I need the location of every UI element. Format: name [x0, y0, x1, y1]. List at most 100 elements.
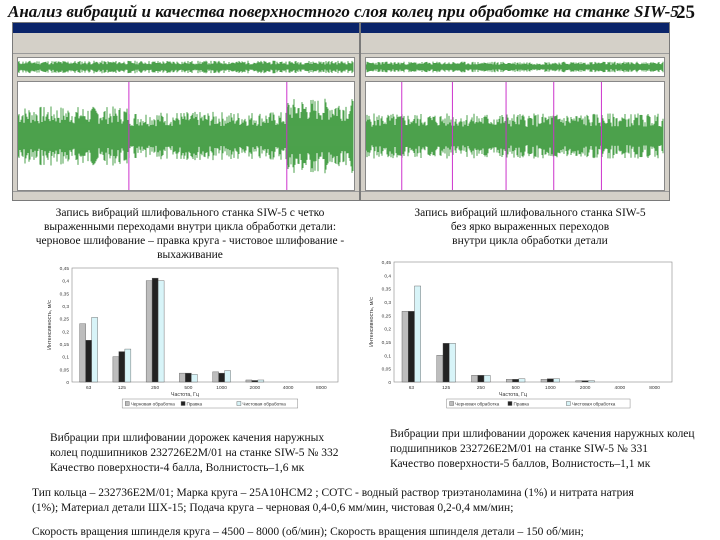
- x-tick-label: 4000: [283, 385, 294, 391]
- footer-line: Скорость вращения шпинделя круга – 4500 …: [32, 526, 584, 538]
- window-titlebar: [361, 23, 669, 33]
- legend-label: Правка: [187, 402, 203, 407]
- overview-waveform: [365, 61, 664, 73]
- plot-area: [393, 261, 673, 383]
- y-tick-label: 0,3: [62, 304, 69, 310]
- legend-swatch: [566, 401, 571, 406]
- bar: [408, 311, 415, 383]
- y-tick-label: 0,45: [382, 260, 392, 266]
- legend-swatch: [236, 401, 242, 406]
- bar: [506, 379, 513, 383]
- x-tick-label: 1000: [545, 385, 556, 391]
- bar: [157, 280, 165, 383]
- x-tick-label: 1000: [216, 385, 227, 391]
- footer-line: (1%); Материал детали ШХ-15; Подача круг…: [32, 502, 514, 514]
- bar: [553, 378, 560, 383]
- caption-line: черновое шлифование – правка круга - чис…: [35, 235, 345, 247]
- right-spectrum-chart: 0 0,05 0,1 0,15 0,2 0,25 0,3 0,35 0,4 0,45 Интенси…: [366, 256, 678, 420]
- note-line: Качество поверхности-5 баллов, Волнистос…: [390, 458, 651, 470]
- bar: [218, 372, 225, 383]
- x-tick-label: 2000: [580, 385, 591, 391]
- vibration-waveform: [17, 82, 354, 190]
- footer-line: Тип кольца – 232736Е2М/01; Марка круга –…: [32, 487, 634, 499]
- legend-label: Правка: [513, 402, 529, 407]
- bar: [224, 370, 231, 383]
- legend-box: [446, 398, 631, 409]
- x-tick-label: 125: [442, 385, 450, 391]
- right-caption: Запись вибраций шлифовального станка SIW…: [380, 206, 680, 248]
- y-tick-label: 0,45: [60, 266, 70, 272]
- bar: [212, 371, 219, 383]
- right-vibration-window: [360, 22, 670, 201]
- y-tick-label: 0,1: [62, 355, 69, 361]
- bar: [588, 380, 595, 383]
- window-toolbar: [361, 41, 669, 54]
- y-tick-label: 0,15: [382, 340, 392, 346]
- y-tick-label: 0,35: [60, 291, 70, 297]
- legend-swatch: [507, 401, 513, 406]
- x-tick-label: 8000: [649, 385, 660, 391]
- y-tick-label: 0,25: [382, 313, 392, 319]
- bar: [401, 311, 409, 383]
- y-tick-label: 0,1: [384, 353, 391, 359]
- bar: [91, 317, 98, 383]
- note-line: Качество поверхности-4 балла, Волнистост…: [50, 462, 305, 474]
- legend-swatch: [124, 401, 130, 406]
- right-note: Вибрации при шлифовании дорожек качения …: [390, 427, 716, 472]
- bar: [151, 277, 159, 383]
- x-tick-label: 250: [477, 385, 485, 391]
- caption-line: без ярко выраженных переходов: [450, 221, 610, 233]
- y-tick-label: 0,2: [384, 327, 391, 333]
- legend-label: Чистовая обработка: [242, 402, 286, 407]
- y-tick-label: 0,25: [60, 317, 70, 323]
- note-line: Вибрации при шлифовании дорожек качения …: [390, 428, 695, 440]
- legend-swatch: [180, 401, 186, 406]
- overview-waveform: [17, 60, 354, 74]
- y-tick-label: 0,05: [60, 367, 70, 373]
- y-tick-label: 0,15: [60, 342, 70, 348]
- bar: [483, 375, 491, 383]
- x-tick-label: 4000: [615, 385, 626, 391]
- y-tick-label: 0,05: [382, 367, 392, 373]
- window-toolbar: [13, 41, 359, 54]
- legend-box: [121, 398, 299, 409]
- waveform-trace: [17, 98, 354, 174]
- y-axis-label: Интенсивность, м/с: [369, 297, 375, 347]
- bar: [145, 280, 153, 383]
- vibration-waveform: [365, 82, 664, 190]
- left-caption: Запись вибраций шлифовального станка SIW…: [20, 206, 360, 262]
- right-bar-chart-svg: 0 0,05 0,1 0,15 0,2 0,25 0,3 0,35 0,4 0,45 Интенси…: [369, 260, 673, 409]
- waveform-trace: [365, 113, 664, 159]
- note-line: Вибрации при шлифовании дорожек качения …: [50, 432, 325, 444]
- x-tick-label: 500: [512, 385, 520, 391]
- caption-line: выхаживание: [157, 249, 223, 261]
- bar: [179, 372, 186, 383]
- y-tick-label: 0,4: [384, 273, 391, 279]
- legend-label: Черновая обработка: [131, 402, 176, 407]
- legend-swatch: [449, 401, 454, 406]
- y-tick-label: 0: [66, 380, 69, 386]
- bar: [449, 343, 456, 383]
- bar: [512, 379, 519, 383]
- window-statusbar: [13, 191, 359, 200]
- x-axis-label: Частота, Гц: [499, 392, 527, 398]
- bar: [245, 379, 253, 383]
- bar: [477, 375, 485, 383]
- window-titlebar: [13, 23, 359, 33]
- y-axis-label: Интенсивность, м/с: [47, 300, 53, 350]
- bar: [575, 380, 583, 383]
- bar: [471, 375, 478, 383]
- x-tick-label: 8000: [316, 385, 327, 391]
- y-tick-label: 0,4: [62, 279, 69, 285]
- left-spectrum-chart: 0 0,05 0,1 0,15 0,2 0,25 0,3 0,35 0,4 0,45 Интенси…: [44, 262, 344, 420]
- bar: [118, 351, 126, 383]
- left-bar-chart-svg: 0 0,05 0,1 0,15 0,2 0,25 0,3 0,35 0,4 0,45 Интенси…: [47, 266, 339, 409]
- x-tick-label: 2000: [250, 385, 261, 391]
- page-title: Анализ вибраций и качества поверхностног…: [8, 2, 679, 21]
- plot-area: [71, 267, 339, 383]
- bar: [436, 355, 444, 383]
- bar: [85, 339, 92, 383]
- bar: [518, 378, 526, 383]
- x-tick-label: 125: [118, 385, 126, 391]
- window-statusbar: [361, 191, 669, 200]
